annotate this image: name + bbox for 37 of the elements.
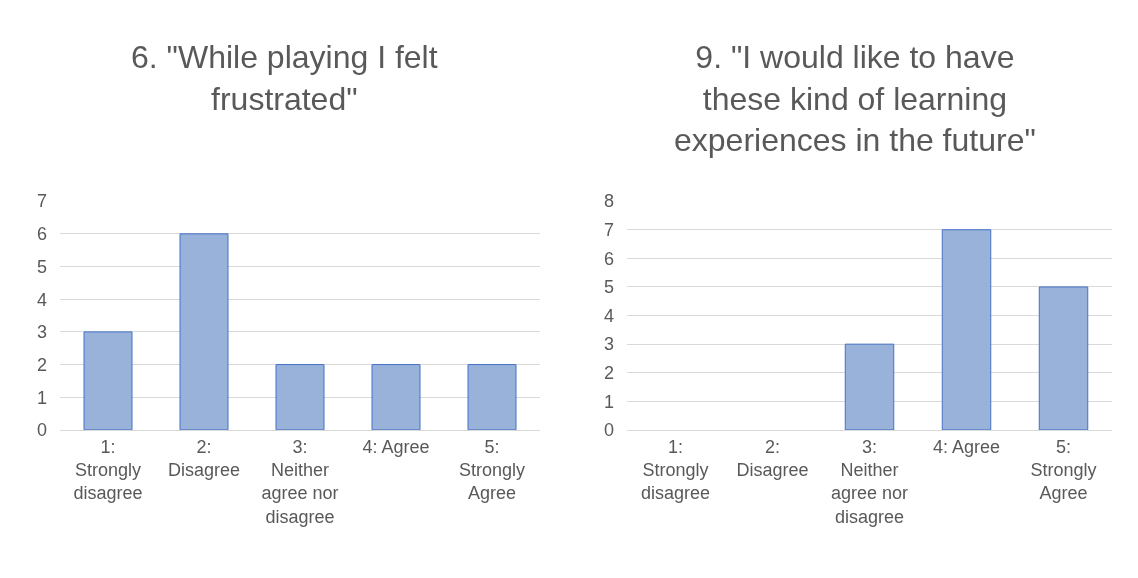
x-tick-label: 3: Neither agree nor disagree [261,436,339,527]
y-tick-label: 8 [603,191,614,212]
bar [371,364,421,430]
y-tick-label: 7 [603,220,614,241]
y-tick-label: 5 [36,256,47,277]
y-tick-label: 6 [603,248,614,269]
x-tick-label: 1: Strongly disagree [640,436,711,504]
bar [941,229,992,430]
y-tick-label: 3 [603,334,614,355]
y-tick-label: 0 [603,420,614,441]
bar [275,364,325,430]
y-tick-label: 1 [603,391,614,412]
bar [467,364,517,430]
y-tick-label: 7 [36,191,47,212]
y-tick-label: 2 [36,354,47,375]
chart-title: 9. "I would like to have these kind of learning experiences in the future" [674,39,1036,159]
y-tick-label: 2 [603,363,614,384]
y-tick-label: 4 [603,305,614,326]
bar [1038,286,1089,430]
y-tick-label: 1 [36,387,47,408]
x-tick-label: 5: Strongly Agree [1030,436,1097,504]
x-tick-label: 4: Agree [932,436,1001,457]
x-tick-label: 2: Disagree [167,436,241,480]
chart-title: 6. "While playing I felt frustrated" [131,39,438,117]
y-tick-label: 6 [36,224,47,245]
bar [179,233,229,430]
bar [844,343,895,430]
y-tick-label: 3 [36,322,47,343]
bar [83,331,133,430]
x-tick-label: 2: Disagree [736,436,809,480]
x-tick-label: 1: Strongly disagree [73,436,143,504]
x-tick-label: 4: Agree [362,436,430,457]
x-tick-label: 5: Strongly Agree [458,436,526,504]
y-tick-label: 0 [36,420,47,441]
x-tick-label: 3: Neither agree nor disagree [830,436,909,527]
y-tick-label: 5 [603,277,614,298]
y-tick-label: 4 [36,289,47,310]
